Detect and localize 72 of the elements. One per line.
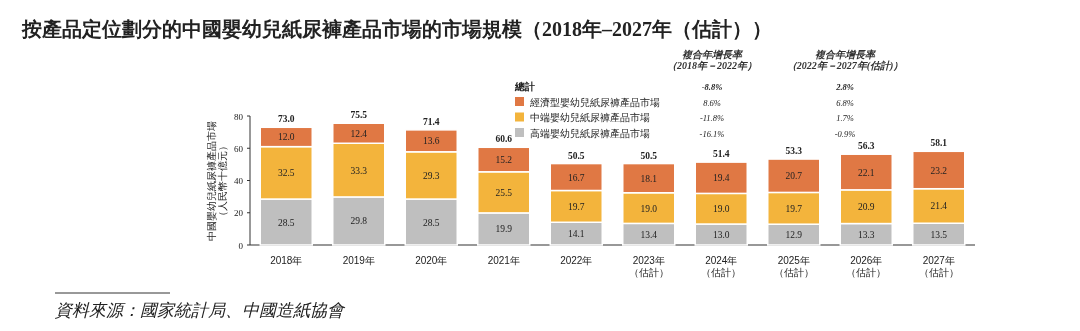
text: 2.8% (835, 82, 854, 92)
text: 複合年增長率（2018年－2022年） (667, 49, 757, 71)
legend-label: 經濟型嬰幼兒紙尿褲產品市場 (529, 96, 660, 108)
total-label: 50.5 (567, 150, 585, 161)
data-label: 19.0 (640, 203, 658, 214)
text: 複合年增長率（2022年－2027年(估計)） (786, 49, 904, 72)
data-label: 20.7 (785, 171, 803, 182)
x-tick-label: 2027年（估計） (918, 255, 959, 278)
x-tick-label: 2023年（估計） (628, 255, 669, 278)
y-tick-label: 20 (234, 208, 244, 219)
text: 8.6% (703, 97, 721, 108)
total-label: 53.3 (785, 146, 803, 157)
data-label: 28.5 (277, 217, 295, 228)
total-label: 51.4 (712, 149, 730, 160)
total-label: 75.5 (350, 110, 368, 121)
x-tick-label: 2024年（估計） (701, 255, 742, 278)
data-label: 22.1 (857, 167, 875, 178)
y-tick-label: 60 (234, 143, 244, 154)
total-label: 71.4 (422, 116, 440, 127)
data-label: 20.9 (857, 202, 875, 213)
data-label: 12.9 (785, 230, 803, 241)
x-tick-label: 2019年 (342, 255, 375, 266)
x-tick-label: 2020年 (415, 255, 448, 266)
data-label: 13.6 (422, 136, 440, 147)
annotation: -11.8% (699, 113, 725, 123)
total-label: 58.1 (930, 138, 948, 149)
y-tick-label: 80 (234, 111, 244, 122)
data-label: 13.5 (930, 229, 948, 240)
data-label: 12.0 (277, 132, 295, 143)
x-tick-label: 2018年 (270, 255, 303, 266)
data-label: 13.4 (640, 229, 658, 240)
data-label: 25.5 (495, 187, 513, 198)
data-label: 18.1 (640, 173, 658, 184)
legend-label: 中端嬰幼兒紙尿褲產品市場 (530, 112, 650, 123)
x-tick-label: 2021年 (487, 255, 520, 266)
source-note: 資料來源：國家統計局、中國造紙協會 (55, 301, 346, 320)
annotation: -0.9% (834, 128, 856, 139)
data-label: 23.2 (930, 165, 948, 176)
data-label: 19.4 (712, 173, 730, 184)
data-label: 32.5 (277, 168, 295, 179)
total-label: 60.6 (495, 134, 513, 145)
total-label: 73.0 (277, 114, 295, 125)
x-tick-label: 2026年（估計） (846, 255, 887, 278)
data-label: 16.7 (567, 172, 585, 183)
text: 總計 (514, 81, 535, 92)
text: -8.8% (701, 82, 723, 92)
text: 6.8% (836, 97, 854, 108)
y-tick-label: 40 (234, 176, 244, 186)
data-label: 19.7 (785, 203, 803, 214)
x-tick-label: 2022年 (560, 255, 593, 266)
annotation: -16.1% (699, 128, 725, 139)
data-label: 13.3 (857, 229, 875, 240)
data-label: 19.7 (567, 201, 585, 212)
data-label: 19.0 (712, 204, 730, 215)
data-label: 14.1 (567, 229, 585, 240)
y-axis-title: 中國嬰幼兒紙尿褲產品市場（人民幣十億元） (206, 120, 228, 241)
annotation: 1.7% (836, 113, 854, 123)
data-label: 29.3 (422, 170, 440, 181)
data-label: 19.9 (495, 224, 513, 235)
data-label: 21.4 (930, 201, 948, 212)
total-label: 56.3 (857, 141, 875, 152)
x-tick-label: 2025年（估計） (773, 255, 814, 278)
legend-label: 高端嬰幼兒紙尿褲產品市場 (530, 127, 650, 139)
data-label: 15.2 (495, 155, 513, 166)
data-label: 29.8 (350, 216, 368, 227)
y-tick-label: 0 (238, 240, 244, 251)
chart-title: 按產品定位劃分的中國嬰幼兒紙尿褲產品市場的市場規模（2018年–2027年（估計）） (21, 18, 772, 40)
total-label: 50.5 (640, 150, 658, 161)
data-label: 13.0 (712, 230, 730, 241)
data-label: 28.5 (422, 217, 440, 228)
data-label: 33.3 (350, 165, 368, 176)
data-label: 12.4 (350, 128, 368, 139)
